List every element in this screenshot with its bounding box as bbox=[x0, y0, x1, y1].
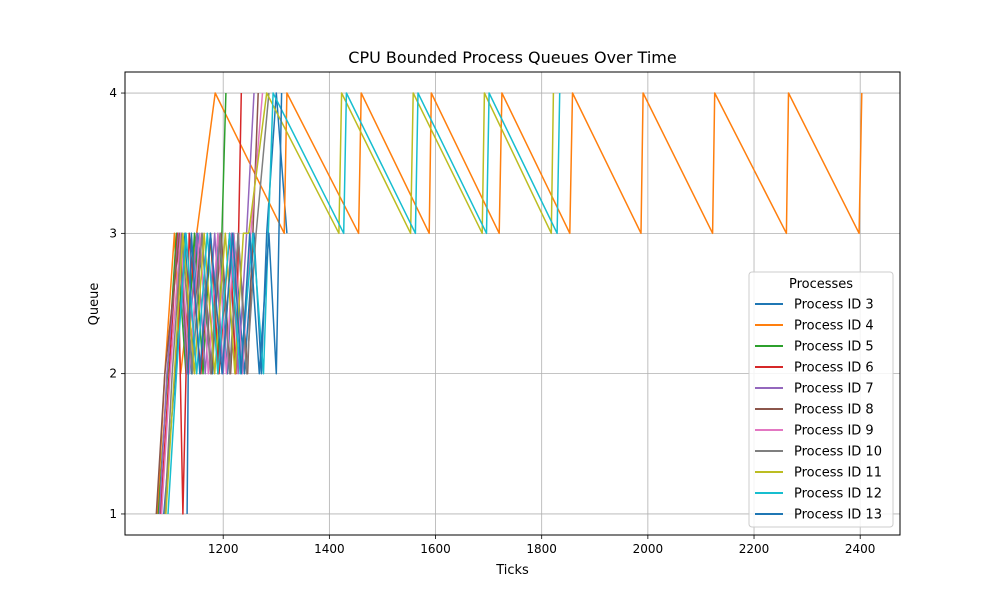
x-tick-label: 1600 bbox=[420, 542, 451, 556]
y-tick-label: 2 bbox=[109, 367, 117, 381]
legend-items: Process ID 3 Process ID 4 Process ID 5 Proc… bbox=[755, 298, 882, 523]
legend-entry: Process ID 10 bbox=[794, 445, 882, 460]
legend-entry: Process ID 7 bbox=[794, 382, 874, 397]
x-tick-label: 2000 bbox=[633, 542, 664, 556]
chart-title: CPU Bounded Process Queues Over Time bbox=[348, 48, 676, 67]
x-tick-label: 2400 bbox=[845, 542, 876, 556]
y-tick-label: 1 bbox=[109, 507, 117, 521]
legend-title: Processes bbox=[789, 277, 853, 292]
y-tick-label: 4 bbox=[109, 86, 117, 100]
x-tick-label: 1800 bbox=[526, 542, 557, 556]
legend-entry: Process ID 9 bbox=[794, 424, 874, 439]
x-axis-label: Ticks bbox=[495, 563, 529, 578]
legend-entry: Process ID 6 bbox=[794, 361, 874, 376]
x-tick-label: 2200 bbox=[739, 542, 770, 556]
grid bbox=[125, 72, 900, 535]
legend-entry: Process ID 13 bbox=[794, 508, 882, 523]
legend-entry: Process ID 11 bbox=[794, 466, 882, 481]
x-axis-ticks: 1200 1400 1600 1800 2000 2200 2400 bbox=[208, 535, 876, 556]
legend-entry: Process ID 5 bbox=[794, 340, 874, 355]
series-line-8 bbox=[164, 92, 270, 515]
legend-entry: Process ID 4 bbox=[794, 319, 874, 334]
series-line-10 bbox=[167, 92, 561, 515]
legend-entry: Process ID 12 bbox=[794, 487, 882, 502]
x-tick-label: 1400 bbox=[314, 542, 345, 556]
plot-frame bbox=[124, 71, 901, 536]
series-line-2 bbox=[156, 92, 863, 515]
y-axis-ticks: 1 2 3 4 bbox=[109, 86, 125, 521]
y-axis-label: Queue bbox=[87, 283, 102, 326]
legend-box bbox=[748, 271, 894, 528]
series-lines bbox=[155, 92, 863, 515]
legend-entry: Process ID 8 bbox=[794, 403, 874, 418]
x-tick-label: 1200 bbox=[208, 542, 239, 556]
series-line-11 bbox=[186, 92, 283, 515]
y-tick-label: 3 bbox=[109, 226, 117, 240]
series-line-9 bbox=[165, 92, 555, 515]
legend-entry: Process ID 3 bbox=[794, 298, 874, 313]
